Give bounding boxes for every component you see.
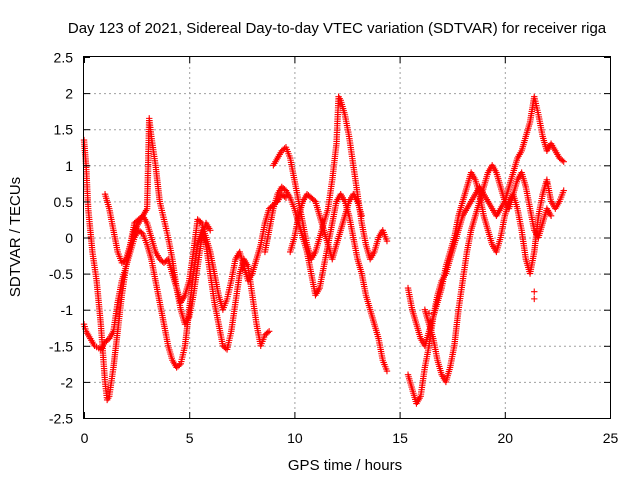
series-track-6 bbox=[286, 190, 365, 263]
y-tick-labels: 2.5 2 1.5 1 0.5 0 -0.5 -1 -1.5 -2 -2.5 bbox=[49, 50, 73, 427]
y-axis-label: SDTVAR / TECUs bbox=[7, 177, 24, 297]
series-track-3 bbox=[101, 115, 214, 328]
plot-frame bbox=[83, 56, 611, 419]
data-point bbox=[531, 288, 538, 295]
x-tick-label: 20 bbox=[498, 430, 514, 446]
x-tick-label: 10 bbox=[287, 430, 303, 446]
grid bbox=[84, 57, 610, 418]
data-point bbox=[358, 212, 365, 220]
data-point bbox=[176, 361, 183, 369]
data-point bbox=[547, 212, 555, 220]
data-points bbox=[80, 93, 567, 407]
series-track-5 bbox=[261, 183, 391, 375]
x-axis-label: GPS time / hours bbox=[288, 457, 402, 474]
series-track-2 bbox=[80, 136, 290, 404]
y-tick-label: -2 bbox=[61, 374, 74, 390]
y-tick-label: -1.5 bbox=[49, 338, 73, 354]
series-track-7 bbox=[404, 93, 567, 349]
y-tick-label: -1 bbox=[61, 302, 74, 318]
y-tick-label: 0.5 bbox=[54, 194, 74, 210]
y-tick-label: -0.5 bbox=[49, 266, 73, 282]
data-point bbox=[531, 295, 538, 303]
y-tick-label: 2 bbox=[65, 86, 73, 102]
x-tick-label: 5 bbox=[186, 430, 194, 446]
y-tick-label: 2.5 bbox=[54, 50, 74, 66]
data-point bbox=[207, 227, 214, 234]
data-point bbox=[559, 157, 566, 164]
x-tick-label: 25 bbox=[603, 430, 619, 446]
series-outliers bbox=[425, 180, 551, 317]
data-point bbox=[560, 187, 567, 194]
x-tick-labels: 0 5 10 15 20 25 bbox=[81, 430, 619, 446]
y-tick-label: 0 bbox=[65, 230, 73, 246]
y-tick-label: 1.5 bbox=[54, 122, 74, 138]
x-tick-label: 0 bbox=[81, 430, 89, 446]
data-point bbox=[265, 328, 273, 335]
data-point bbox=[383, 237, 391, 245]
data-point bbox=[425, 310, 433, 317]
data-point bbox=[121, 257, 128, 264]
data-point bbox=[197, 218, 204, 226]
data-point bbox=[281, 193, 288, 200]
data-point bbox=[383, 367, 391, 375]
x-tick-label: 15 bbox=[392, 430, 408, 446]
data-point bbox=[138, 229, 145, 236]
series-track-8 bbox=[404, 169, 567, 407]
axis-ticks bbox=[84, 57, 611, 419]
data-point bbox=[543, 180, 551, 187]
chart-title: Day 123 of 2021, Sidereal Day-to-day VTE… bbox=[68, 20, 607, 37]
data-point bbox=[310, 196, 318, 204]
data-point bbox=[264, 329, 271, 336]
data-point bbox=[560, 158, 567, 165]
series-track-9 bbox=[421, 162, 555, 386]
y-tick-label: 1 bbox=[65, 158, 73, 174]
y-tick-label: -2.5 bbox=[49, 411, 73, 427]
